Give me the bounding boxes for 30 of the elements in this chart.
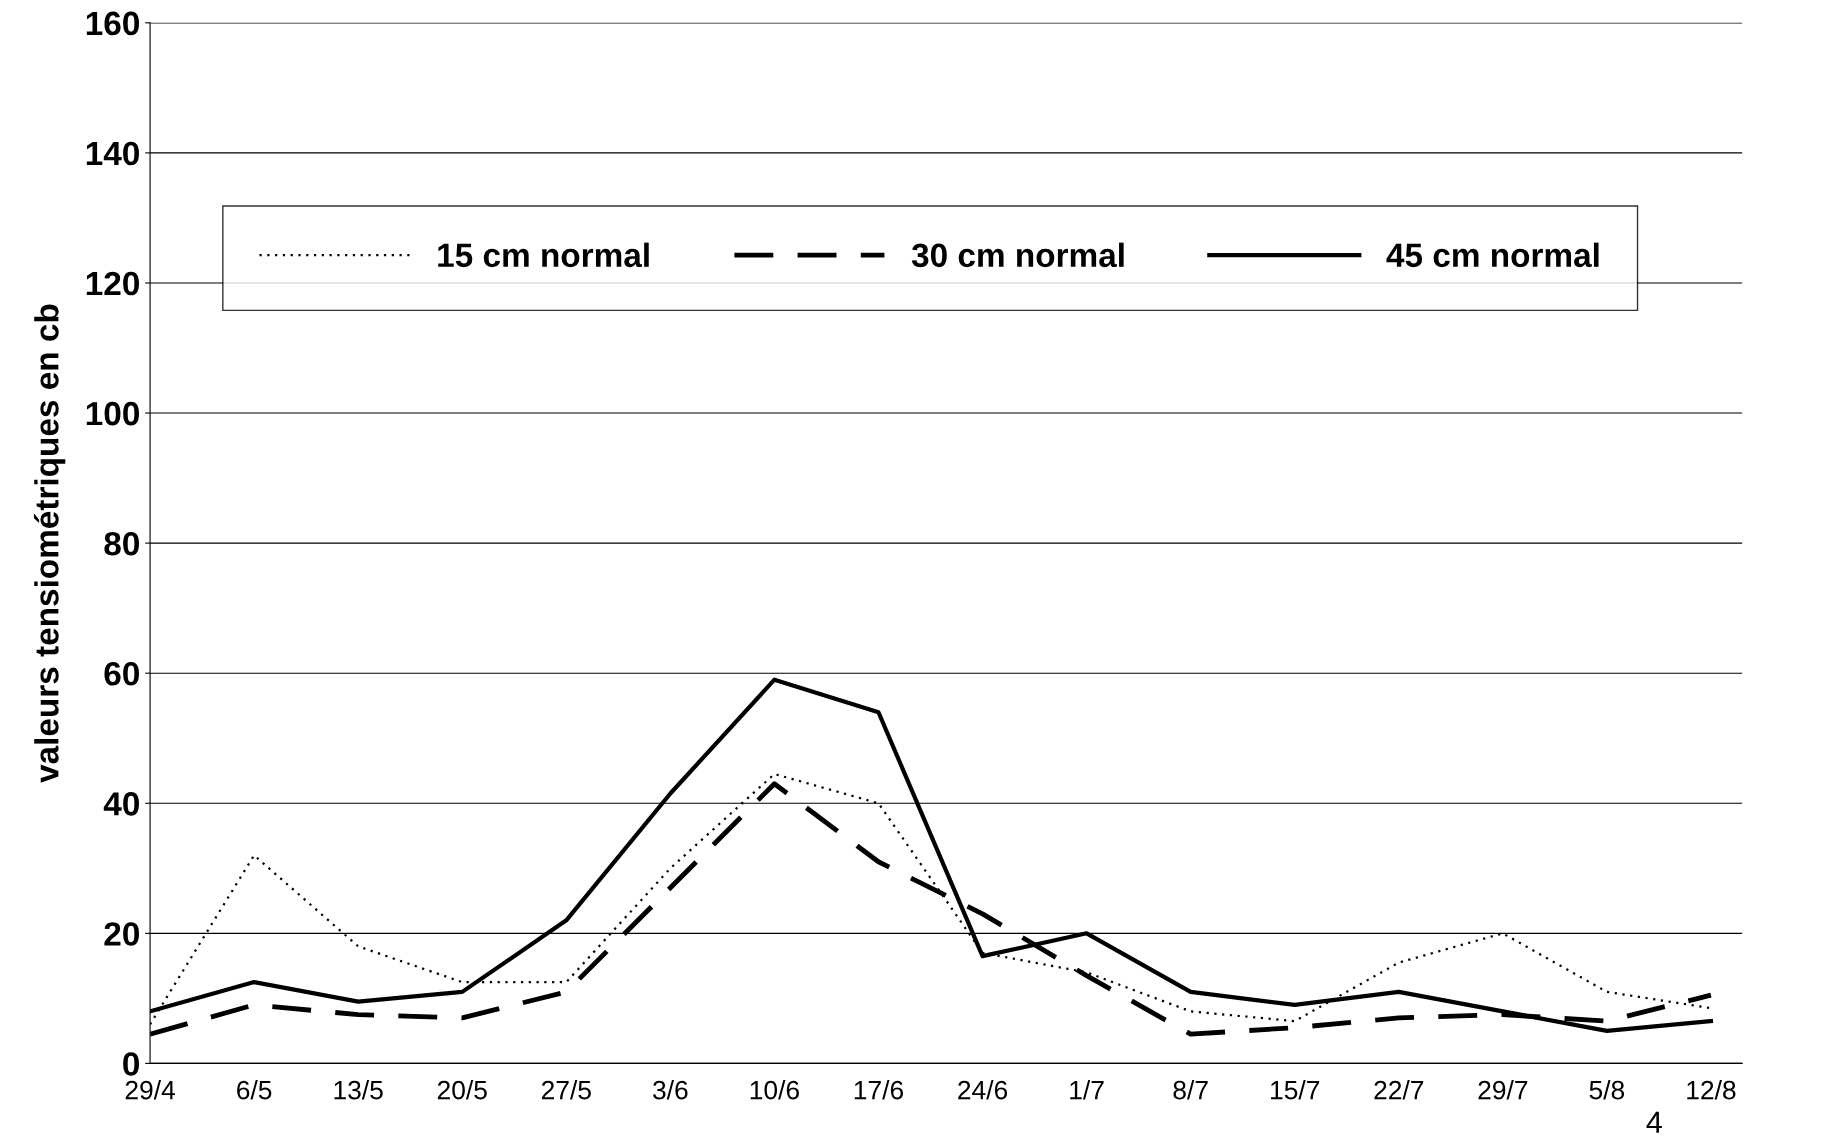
x-tick-label: 8/7 [1173,1080,1208,1100]
x-tick-label: 5/8 [1589,1080,1625,1100]
y-tick-label: 0 [123,1052,139,1076]
x-tick-label: 1/7 [1070,1080,1104,1100]
y-tick-label: 20 [104,922,139,946]
x-tick-label: 3/6 [653,1080,688,1100]
y-tick-label: 140 [86,141,139,166]
x-tick-label: 29/7 [1478,1080,1528,1100]
x-tick-label: 29/4 [125,1080,175,1100]
y-tick-label: 80 [104,531,139,556]
y-tick-label: 120 [86,271,139,296]
y-axis-title: valeurs tensiométriques en cb [33,304,66,783]
legend-label: 15 cm normal [438,242,649,268]
x-tick-label: 10/6 [750,1080,799,1100]
x-tick-label: 12/8 [1687,1080,1736,1100]
y-tick-label: 60 [104,661,139,686]
legend-label: 30 cm normal [911,242,1124,268]
text: 4 [1646,1111,1662,1133]
x-tick-label: 17/6 [854,1080,903,1100]
x-tick-label: 13/5 [334,1080,383,1100]
x-tick-label: 6/5 [237,1080,272,1100]
x-tick-label: 27/5 [541,1080,591,1100]
legend-label: 45 cm normal [1386,242,1599,268]
y-tick-label: 160 [86,11,139,36]
x-tick-label: 15/7 [1271,1080,1320,1100]
x-tick-label: 22/7 [1374,1080,1424,1100]
x-tick-label: 24/6 [958,1080,1008,1100]
y-tick-label: 100 [86,401,139,426]
y-tick-label: 40 [103,792,139,816]
x-tick-label: 20/5 [437,1080,487,1100]
